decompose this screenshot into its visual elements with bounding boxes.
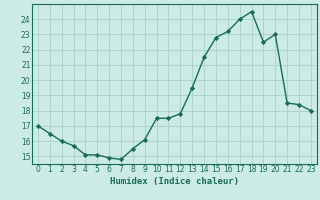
X-axis label: Humidex (Indice chaleur): Humidex (Indice chaleur)	[110, 177, 239, 186]
